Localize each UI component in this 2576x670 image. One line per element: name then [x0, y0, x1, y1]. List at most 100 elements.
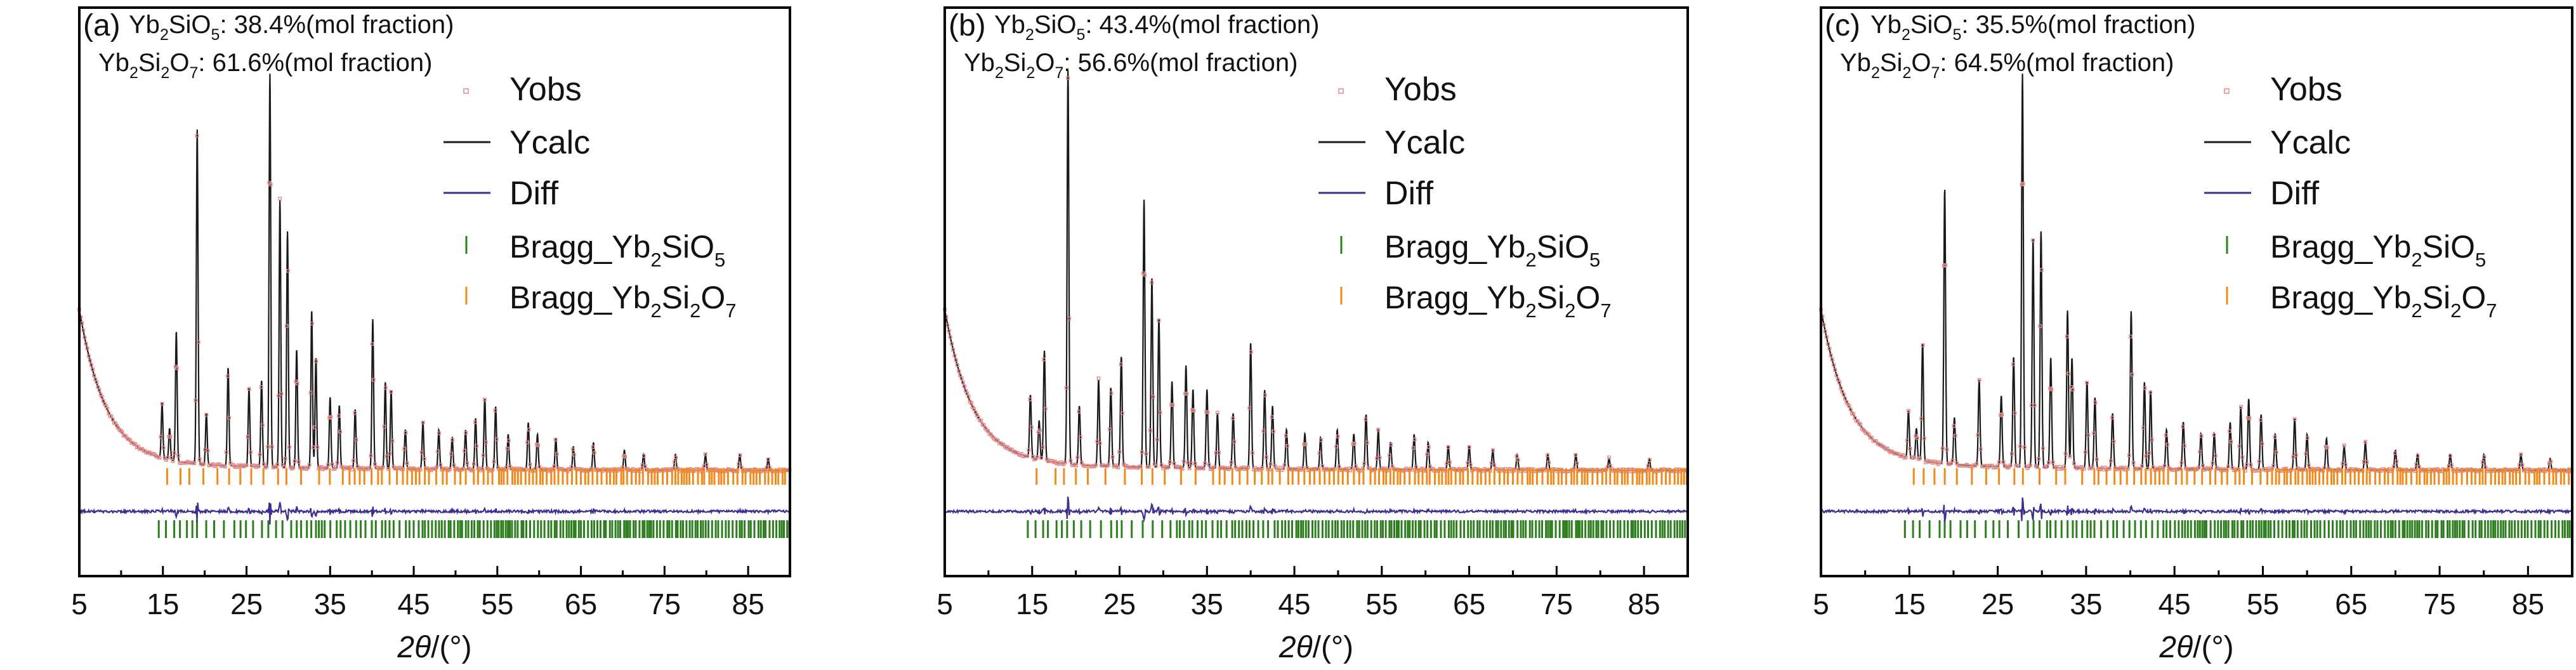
- yobs-point: [1035, 455, 1039, 459]
- yobs-point: [2414, 462, 2419, 466]
- text-part: Si: [2422, 280, 2450, 315]
- yobs-point: [287, 445, 291, 449]
- yobs-point: [1915, 436, 1919, 440]
- yobs-point: [1043, 407, 1048, 411]
- legend-yobs-marker: [1338, 88, 1344, 94]
- yobs-point: [246, 435, 250, 439]
- yobs-point: [1075, 456, 1080, 459]
- yobs-point: [2028, 463, 2032, 468]
- yobs-point: [89, 363, 93, 367]
- yobs-point: [166, 456, 169, 460]
- yobs-point: [463, 449, 467, 453]
- yobs-point: [1918, 456, 1922, 461]
- yobs-point: [1827, 346, 1832, 351]
- text-part: Diff: [509, 175, 559, 212]
- text-part: Si: [1004, 49, 1027, 77]
- legend-yobs-marker: [463, 88, 469, 94]
- yobs-point: [168, 435, 173, 439]
- yobs-point: [1848, 407, 1853, 412]
- yobs-point: [1158, 411, 1162, 415]
- yobs-point: [1365, 440, 1369, 445]
- yobs-point: [100, 395, 104, 399]
- legend-bragg-yb2si2o7-label: Bragg_Yb2Si2O7: [509, 280, 737, 322]
- yobs-point: [436, 449, 440, 454]
- text-part: 2: [1902, 26, 1910, 44]
- yobs-point: [390, 439, 395, 443]
- x-axis-label: 2θ/(°): [2159, 631, 2233, 664]
- yobs-point: [85, 346, 89, 350]
- bragg-yb2si2o7-ticks: [1912, 468, 2573, 485]
- yobs-point: [1155, 437, 1159, 442]
- yobs-point: [82, 335, 87, 339]
- yobs-point: [955, 363, 959, 367]
- yobs-point: [1516, 458, 1520, 462]
- yobs-point: [2139, 464, 2144, 468]
- yobs-point: [1265, 455, 1268, 459]
- composition-yb2sio5: Yb2SiO5: 38.4%(mol fraction): [129, 11, 454, 44]
- yobs-point: [1228, 466, 1232, 470]
- composition-yb2si2o7: Yb2Si2O7: 56.6%(mol fraction): [964, 49, 1298, 82]
- yobs-point: [2244, 463, 2249, 467]
- yobs-point: [196, 340, 200, 345]
- yobs-point: [2008, 463, 2013, 468]
- yobs-point: [402, 447, 407, 451]
- yobs-point: [1064, 386, 1068, 390]
- text-part: 2: [129, 64, 138, 82]
- yobs-point: [160, 402, 164, 406]
- yobs-point: [2448, 454, 2452, 458]
- yobs-point: [2039, 268, 2044, 272]
- legend-yobs-label: Yobs: [509, 71, 582, 108]
- text-part: Bragg_: [509, 280, 612, 315]
- yobs-point: [2018, 444, 2023, 449]
- yobs-point: [81, 328, 86, 332]
- yobs-point: [1939, 461, 1943, 465]
- yobs-point: [1284, 433, 1288, 438]
- yobs-point: [2162, 463, 2167, 468]
- text-part: 5: [2475, 249, 2486, 271]
- yobs-point: [959, 376, 964, 381]
- yobs-point: [419, 450, 424, 455]
- yobs-point: [621, 466, 624, 470]
- yobs-point: [2291, 455, 2296, 459]
- yobs-point: [1647, 458, 1652, 463]
- text-part: Yb: [1487, 229, 1525, 265]
- x-tick-label: 5: [936, 588, 953, 621]
- text-part: 2: [1525, 249, 1536, 271]
- yobs-point: [268, 182, 273, 187]
- yobs-point: [1263, 393, 1267, 397]
- x-tick-label: 55: [1365, 588, 1398, 621]
- text-part: θ: [2176, 631, 2193, 664]
- text-part: Diff: [2270, 175, 2320, 212]
- x-tick-label: 85: [1628, 588, 1660, 621]
- legend-bragg-yb2sio5-label: Bragg_Yb2SiO5: [2270, 229, 2486, 271]
- x-tick-label: 75: [2423, 588, 2455, 621]
- x-tick-label: 25: [230, 588, 263, 621]
- yobs-point: [367, 466, 372, 470]
- yobs-point: [2130, 372, 2134, 377]
- text-part: 7: [1055, 64, 1063, 82]
- yobs-point: [315, 445, 320, 449]
- yobs-series: [1819, 181, 2574, 474]
- yobs-point: [2038, 324, 2042, 328]
- panel-label: (c): [1825, 9, 1860, 43]
- text-part: : 35.5%(mol fraction): [1961, 11, 2195, 39]
- yobs-point: [291, 466, 296, 470]
- yobs-point: [1282, 463, 1287, 467]
- yobs-point: [2306, 463, 2311, 468]
- yobs-point: [295, 381, 299, 386]
- yobs-point: [1027, 448, 1031, 452]
- yobs-point: [1830, 357, 1834, 362]
- yobs-point: [674, 456, 678, 459]
- yobs-point: [572, 453, 576, 457]
- x-tick-label: 25: [1103, 588, 1136, 621]
- text-part: SiO: [169, 11, 211, 39]
- yobs-point: [1978, 447, 1983, 451]
- yobs-point: [192, 461, 197, 465]
- yobs-point: [2520, 463, 2525, 468]
- yobs-point: [1172, 461, 1176, 466]
- yobs-point: [766, 457, 770, 462]
- yobs-point: [1446, 445, 1450, 449]
